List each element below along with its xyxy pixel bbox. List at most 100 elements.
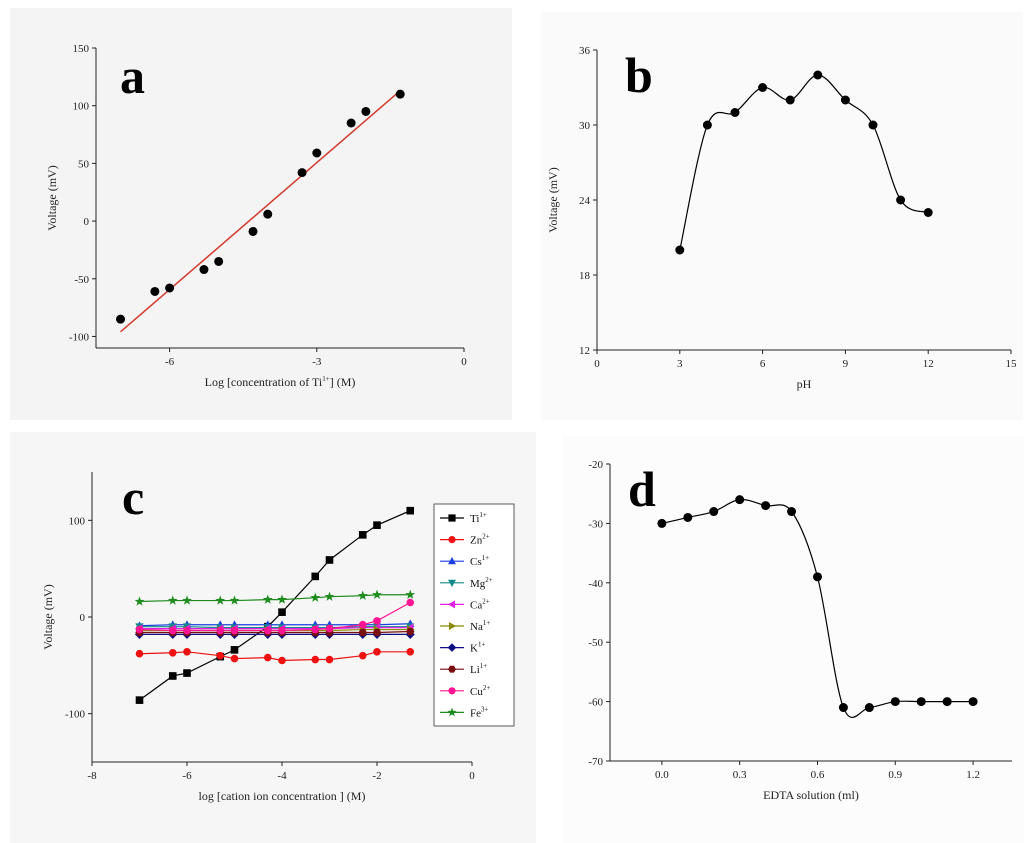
legend-label-name: Ca	[470, 599, 482, 611]
legend-label: Fe3+	[470, 705, 489, 719]
legend-label-name: Cu	[470, 686, 483, 698]
data-point	[230, 626, 239, 635]
legend-marker	[448, 665, 456, 673]
data-point	[297, 168, 307, 178]
data-point	[311, 625, 320, 634]
legend-marker	[448, 687, 456, 695]
data-point	[262, 594, 273, 604]
data-point	[968, 697, 978, 707]
y-tick-label: -100	[69, 331, 90, 343]
legend-label-sup: 3+	[481, 705, 489, 713]
legend-label-sup: 2+	[482, 533, 490, 541]
legend-label-name: Na	[470, 621, 483, 633]
data-point	[263, 626, 272, 635]
data-point	[890, 697, 900, 707]
legend-item: Ti1+	[440, 511, 487, 525]
data-point	[358, 651, 367, 660]
data-point	[214, 256, 224, 266]
data-point	[683, 512, 693, 522]
series-line	[139, 630, 411, 634]
x-tick-label: 0	[594, 358, 600, 370]
legend-label-name: Cs	[470, 556, 482, 568]
y-tick-label: 100	[73, 101, 90, 113]
data-point	[787, 507, 797, 517]
x-tick-label: 0.9	[888, 769, 902, 781]
legend-label: Ca2+	[470, 597, 490, 611]
y-tick-label: -60	[588, 697, 603, 709]
y-tick-label: 36	[579, 45, 591, 57]
legend-label-sup: 2+	[485, 576, 493, 584]
data-point	[372, 589, 382, 599]
x-tick-label: 15	[1006, 358, 1018, 370]
legend-item: Li1+	[440, 662, 487, 676]
x-tick-label: -6	[182, 770, 192, 782]
y-tick-label: 0	[84, 216, 90, 228]
x-axis-label: EDTA solution (ml)	[763, 788, 859, 802]
data-point	[916, 697, 926, 707]
data-point	[785, 95, 795, 105]
legend-label: Zn2+	[470, 533, 490, 547]
data-points	[675, 70, 933, 255]
series-k	[134, 629, 415, 639]
legend-label-sup: 1+	[479, 511, 487, 519]
data-point	[942, 697, 952, 707]
legend-marker	[448, 557, 456, 565]
chart-c: -8 -6 -4 -2 0 -100 0 100 log [cation ion concent…	[41, 469, 515, 803]
data-point	[864, 703, 874, 713]
data-point	[373, 617, 381, 625]
data-point	[406, 598, 415, 607]
legend-item: Fe3+	[440, 705, 489, 719]
legend-marker	[447, 707, 457, 717]
data-point	[135, 625, 144, 634]
chart-a: -6 -3 0 -100 -50 0 50 100 150 Log [concentration …	[45, 43, 467, 389]
legend-label-sup: 2+	[483, 684, 491, 692]
series-line	[139, 651, 411, 662]
x-tick-label: 6	[760, 358, 766, 370]
data-point	[812, 572, 822, 582]
data-point	[372, 628, 382, 637]
data-point	[278, 656, 286, 665]
y-tick-label: -20	[588, 459, 603, 471]
axes: -6 -3 0 -100 -50 0 50 100 150 Log [concentration …	[45, 43, 467, 389]
legend-label: Na1+	[470, 619, 490, 633]
data-point	[730, 108, 740, 117]
data-point	[702, 120, 712, 130]
panel-letter: c	[122, 469, 144, 525]
x-tick-label: 12	[923, 358, 934, 370]
data-point	[311, 572, 320, 581]
y-axis-label: Voltage (mV)	[45, 165, 59, 230]
series-fe	[134, 589, 416, 606]
data-point	[395, 89, 405, 99]
data-point	[277, 594, 287, 604]
axes: -8 -6 -4 -2 0 -100 0 100 log [cation ion concent…	[41, 472, 475, 803]
data-points	[657, 495, 978, 713]
y-tick-label: 150	[73, 43, 90, 55]
legend-label-name: Ti	[470, 513, 479, 525]
data-point	[183, 626, 191, 635]
legend-label: Cs1+	[470, 554, 489, 568]
x-tick-label: 3	[677, 358, 683, 370]
axes: 0.0 0.3 0.6 0.9 1.2 -70 -60 -50 -40 -30 -20 EDTA so…	[588, 459, 1012, 802]
x-tick-label: -6	[165, 356, 175, 368]
y-tick-label: -50	[74, 274, 89, 286]
legend-item: Cs1+	[440, 554, 489, 568]
data-point	[183, 648, 191, 656]
y-tick-label: 50	[78, 158, 90, 170]
legend-label-sup: 2+	[482, 597, 490, 605]
y-tick-label: -30	[588, 518, 603, 530]
y-tick-label: 24	[579, 195, 591, 207]
data-point	[406, 648, 415, 656]
data-point	[405, 589, 416, 599]
legend-marker	[448, 514, 456, 522]
data-point	[735, 495, 745, 505]
data-point	[183, 669, 191, 677]
data-point	[135, 696, 144, 704]
x-tick-label: 0	[469, 770, 475, 782]
data-point	[278, 626, 286, 635]
data-point	[168, 672, 177, 680]
data-point	[325, 624, 334, 633]
y-axis-label: Voltage (mV)	[546, 167, 560, 232]
y-tick-label: 100	[69, 515, 86, 527]
legend-label-name: Mg	[470, 578, 486, 590]
legend-marker	[448, 622, 457, 630]
